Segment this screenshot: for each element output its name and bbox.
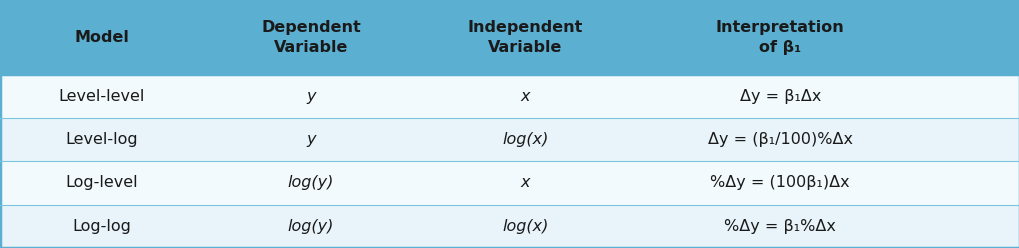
Text: Δy = β₁Δx: Δy = β₁Δx	[739, 89, 820, 104]
Text: Independent
Variable: Independent Variable	[467, 20, 583, 55]
Text: Level-log: Level-log	[65, 132, 139, 147]
Text: log(x): log(x)	[501, 132, 548, 147]
Text: Interpretation
of β₁: Interpretation of β₁	[715, 20, 844, 55]
Text: Dependent
Variable: Dependent Variable	[261, 20, 361, 55]
Bar	[0, 118, 1019, 161]
Text: Log-level: Log-level	[65, 175, 139, 190]
Text: log(y): log(y)	[287, 219, 334, 234]
Text: Level-level: Level-level	[59, 89, 145, 104]
Bar	[0, 0, 1019, 74]
Text: log(y): log(y)	[287, 175, 334, 190]
Text: %Δy = β₁%Δx: %Δy = β₁%Δx	[723, 219, 836, 234]
Text: x: x	[520, 175, 530, 190]
Bar	[0, 205, 1019, 248]
Text: y: y	[306, 89, 316, 104]
Text: y: y	[306, 132, 316, 147]
Bar	[0, 74, 1019, 118]
Text: log(x): log(x)	[501, 219, 548, 234]
Bar	[0, 161, 1019, 205]
Text: Δy = (β₁/100)%Δx: Δy = (β₁/100)%Δx	[707, 132, 852, 147]
Text: Log-log: Log-log	[72, 219, 131, 234]
Text: %Δy = (100β₁)Δx: %Δy = (100β₁)Δx	[710, 175, 849, 190]
Text: x: x	[520, 89, 530, 104]
Text: Model: Model	[74, 30, 129, 45]
